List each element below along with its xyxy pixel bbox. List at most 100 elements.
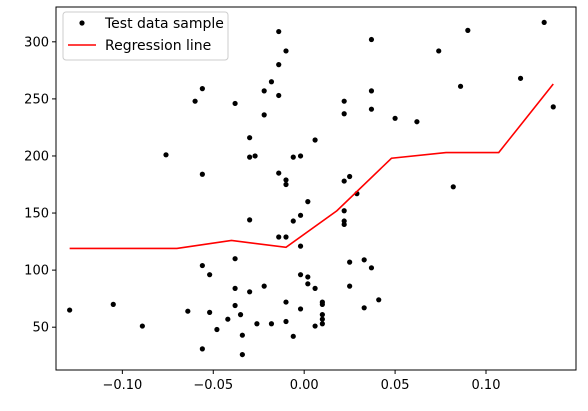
scatter-point <box>252 153 258 159</box>
scatter-point <box>414 119 420 125</box>
scatter-point <box>368 88 375 94</box>
scatter-point <box>465 27 471 33</box>
scatter-point <box>67 307 73 313</box>
scatter-point <box>297 243 304 249</box>
scatter-point <box>368 265 375 271</box>
scatter-point <box>237 312 244 318</box>
x-tick-label: −0.10 <box>102 378 142 393</box>
y-tick-label: 50 <box>32 321 49 336</box>
scatter-point <box>139 323 145 329</box>
scatter-point <box>239 332 245 338</box>
scatter-point <box>261 283 267 289</box>
scatter-point <box>550 104 556 110</box>
scatter-point <box>207 309 213 315</box>
scatter-point <box>199 262 205 269</box>
scatter-point <box>319 312 325 318</box>
plot-frame <box>55 6 577 371</box>
scatter-point <box>361 305 367 311</box>
scatter-point <box>297 212 304 218</box>
scatter-point <box>276 170 282 176</box>
scatter-point <box>312 323 318 329</box>
scatter-point <box>261 112 267 118</box>
scatter-point <box>163 152 169 158</box>
y-tick-label: 250 <box>24 92 49 107</box>
x-tick-label: 0.10 <box>472 378 501 393</box>
scatter-point <box>192 98 198 104</box>
scatter-point <box>376 297 382 303</box>
y-tick-label: 150 <box>24 207 49 222</box>
scatter-point <box>199 86 205 92</box>
x-axis: −0.10 −0.05 0.00 0.05 0.10 <box>102 370 500 393</box>
scatter-point <box>341 111 347 117</box>
scatter-point <box>290 218 296 224</box>
scatter-point <box>276 234 282 240</box>
scatter-point <box>341 221 347 228</box>
y-axis: 50 100 150 200 250 300 <box>24 35 56 336</box>
scatter-point <box>436 48 442 54</box>
scatter-point <box>276 28 282 35</box>
scatter-point <box>392 115 398 121</box>
y-tick-label: 100 <box>24 264 49 279</box>
scatter-point <box>319 301 325 307</box>
scatter-point <box>312 137 318 143</box>
scatter-point <box>283 48 289 54</box>
scatter-point <box>297 153 304 159</box>
scatter-point <box>207 272 213 278</box>
scatter-point <box>297 306 304 312</box>
scatter-point <box>457 83 464 89</box>
scatter-point <box>232 285 238 291</box>
scatter-point <box>347 283 353 289</box>
scatter-point <box>199 171 205 177</box>
scatter-point <box>305 281 311 287</box>
scatter-point <box>347 173 353 180</box>
scatter-point <box>247 135 253 141</box>
scatter-point <box>312 285 318 291</box>
y-tick-label: 200 <box>24 149 49 164</box>
scatter-point <box>254 321 260 327</box>
scatter-point <box>283 299 289 305</box>
marks-layer <box>67 19 556 358</box>
scatter-point <box>225 316 231 322</box>
scatter-point <box>283 318 289 325</box>
scatter-point <box>283 181 289 188</box>
legend-box <box>62 11 229 61</box>
scatter-point <box>232 302 238 309</box>
scatter-point <box>110 301 116 307</box>
scatter-point <box>268 321 275 327</box>
scatter-point <box>290 333 296 339</box>
legend-label-regression-line: Regression line <box>105 38 211 54</box>
regression-line <box>69 83 554 250</box>
scatter-point <box>517 75 524 81</box>
scatter-point <box>361 257 367 263</box>
x-tick-label: −0.05 <box>193 378 233 393</box>
scatter-point <box>347 259 353 265</box>
scatter-point <box>239 351 245 358</box>
scatter-point <box>232 100 238 107</box>
scatter-point <box>214 326 220 333</box>
scatter-point <box>319 316 325 322</box>
scatter-point <box>261 88 267 94</box>
legend-label-test-data: Test data sample <box>104 16 224 32</box>
scatter-point <box>319 321 325 327</box>
scatter-point <box>283 177 289 183</box>
scatter-point <box>247 217 253 223</box>
scatter-point <box>341 178 347 184</box>
scatter-point <box>268 79 275 85</box>
scatter-point <box>297 272 304 278</box>
scatter-point <box>232 256 238 262</box>
scatter-point <box>283 234 289 240</box>
x-tick-label: 0.05 <box>381 378 410 393</box>
scatter-point <box>199 346 205 352</box>
scatter-point <box>450 184 456 190</box>
scatter-point <box>305 199 311 205</box>
scatter-point <box>276 62 282 68</box>
scatter-point <box>185 308 191 314</box>
scatter-point <box>290 154 296 160</box>
scatter-point <box>247 154 253 160</box>
legend: Test data sample Regression line <box>62 11 229 61</box>
scatter-point <box>541 19 547 26</box>
scatter-point <box>305 274 311 280</box>
